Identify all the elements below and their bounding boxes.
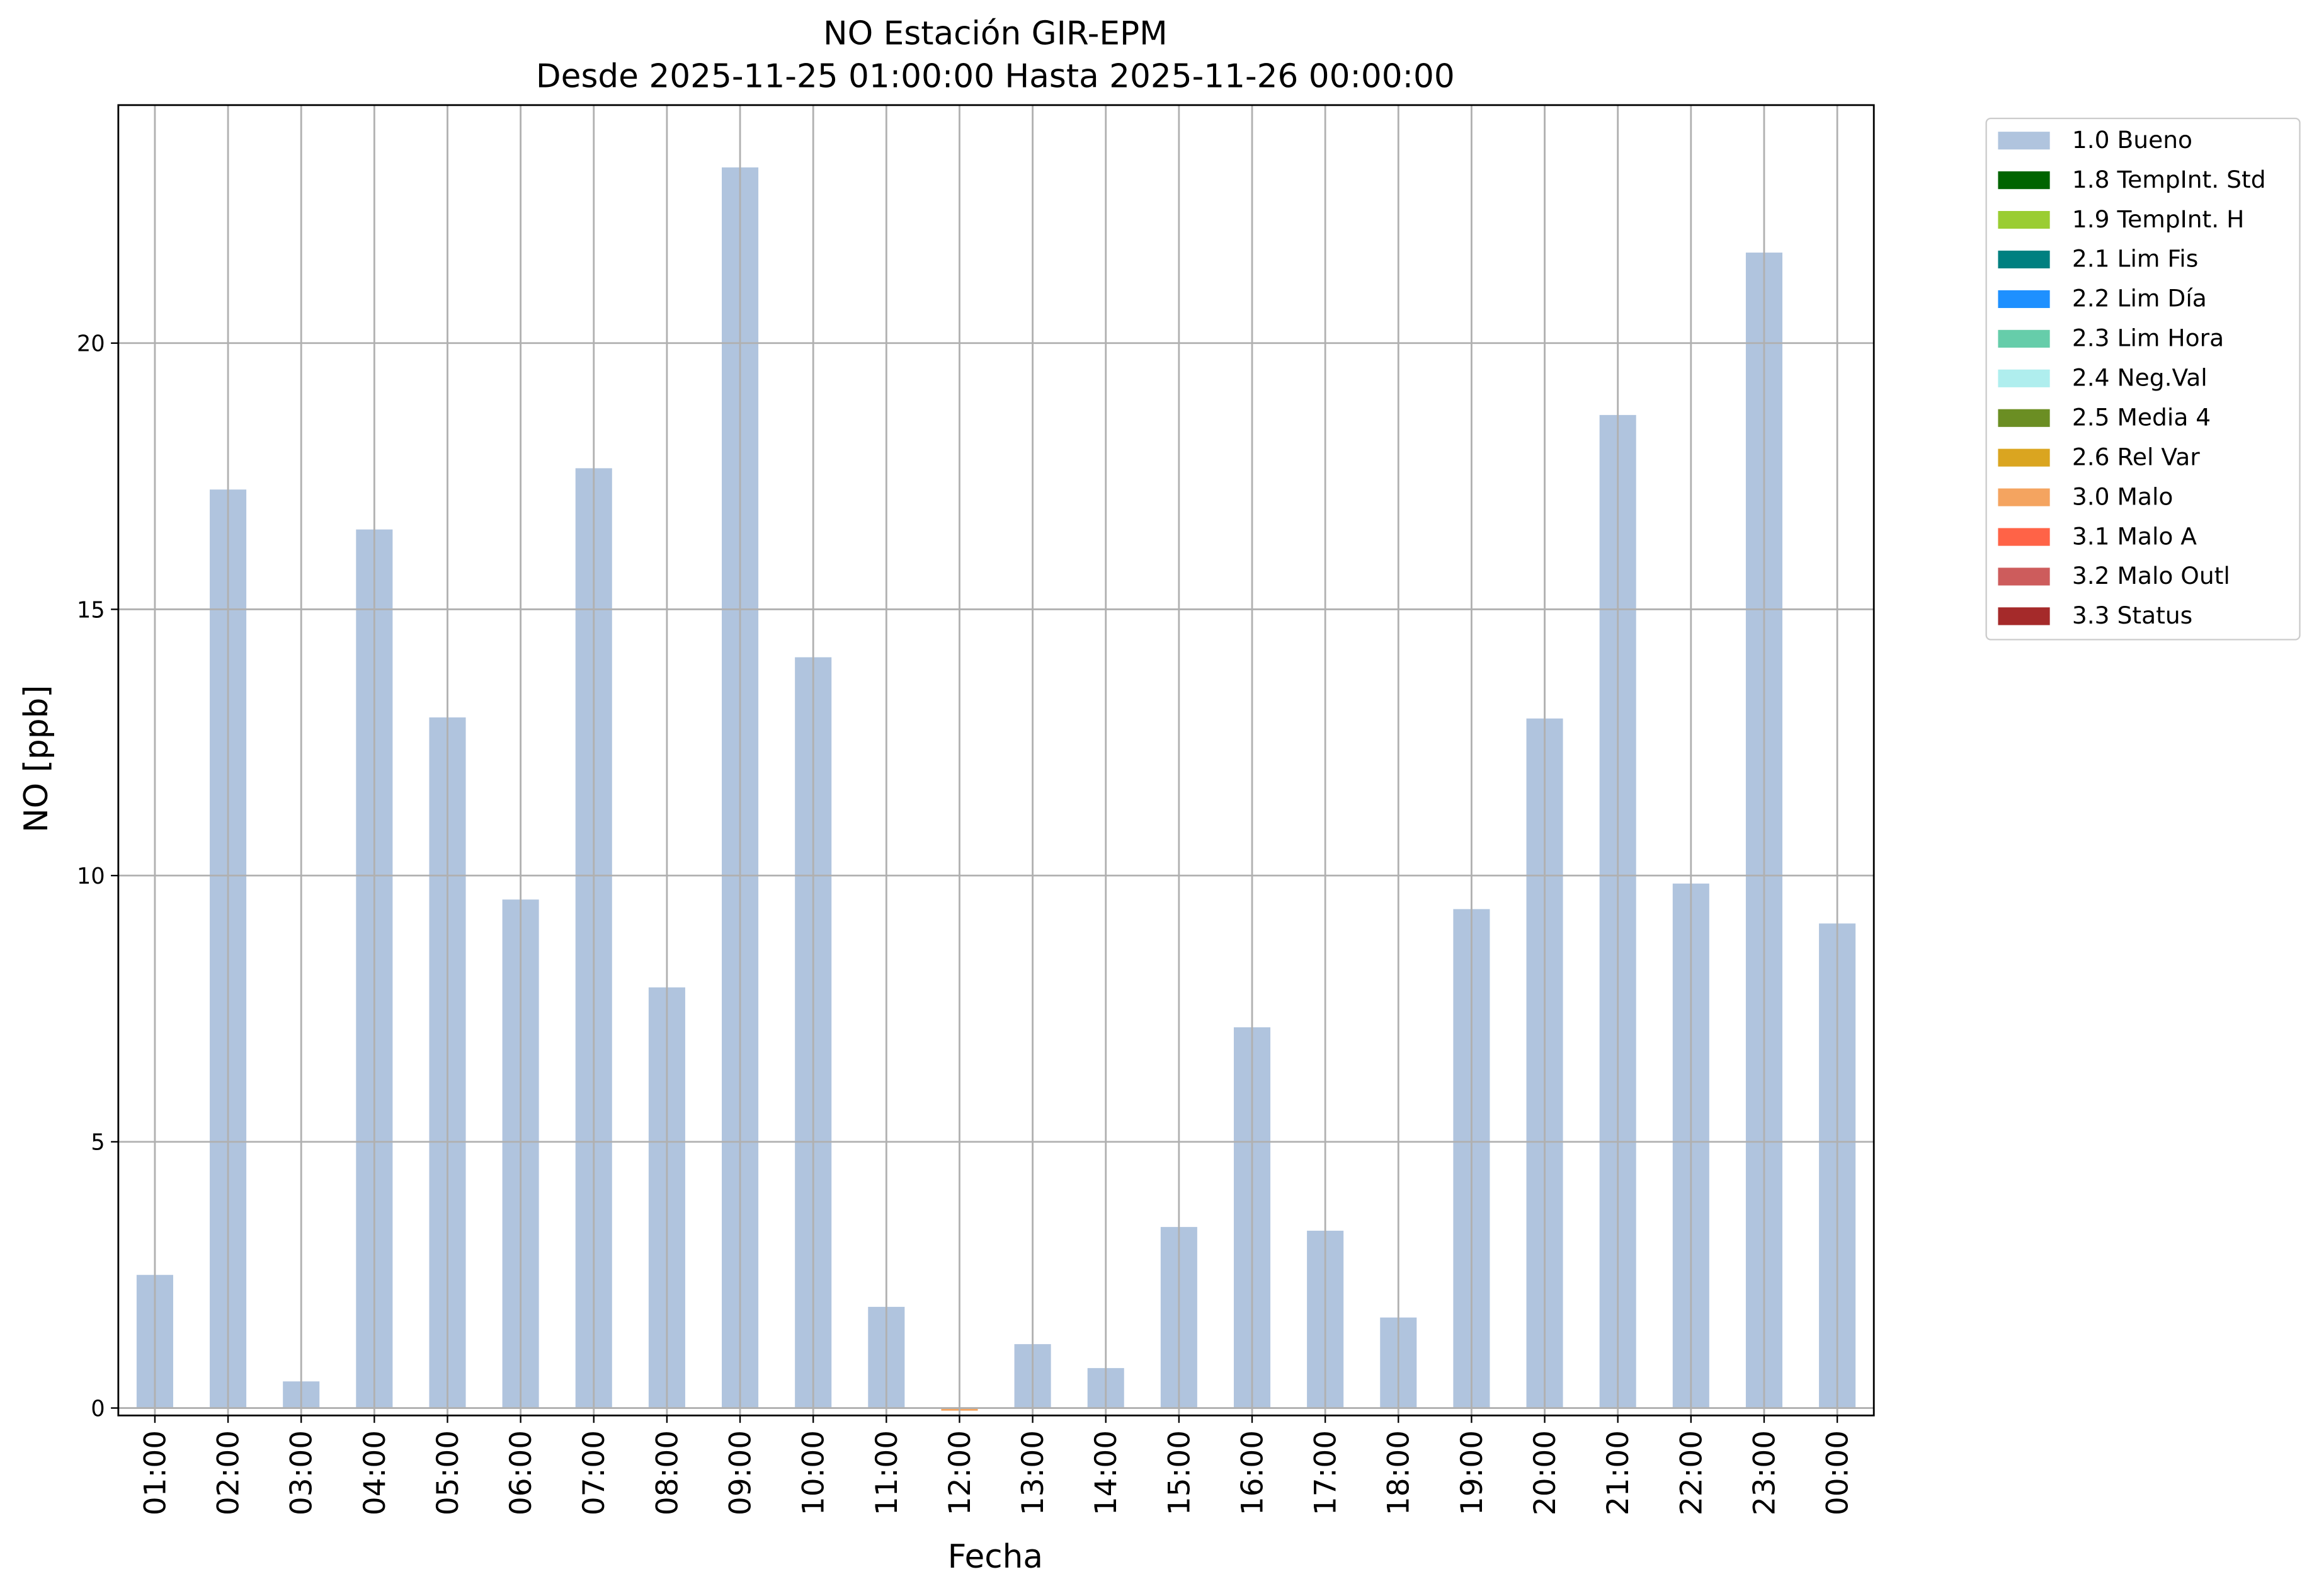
legend-label: 1.8 TempInt. Std [2072,166,2266,193]
x-tick-label: 00:00 [1821,1430,1855,1515]
chart-subtitle: Desde 2025-11-25 01:00:00 Hasta 2025-11-… [536,58,1455,96]
legend-label: 1.9 TempInt. H [2072,205,2245,233]
x-tick-label: 04:00 [358,1430,392,1515]
x-tick-label: 17:00 [1309,1430,1343,1515]
legend-swatch [1998,607,2050,625]
legend-label: 3.1 Malo A [2072,522,2197,550]
legend-swatch [1998,567,2050,586]
legend-label: 2.4 Neg.Val [2072,364,2208,392]
x-tick-label: 10:00 [797,1430,831,1515]
x-tick-label: 03:00 [285,1430,319,1515]
x-tick-label: 18:00 [1382,1430,1416,1515]
y-tick-label: 5 [91,1130,105,1156]
legend-swatch [1998,369,2050,387]
legend-swatch [1998,329,2050,348]
x-tick-label: 22:00 [1674,1430,1709,1515]
chart-title: NO Estación GIR-EPM [823,15,1168,53]
x-tick-label: 20:00 [1528,1430,1563,1515]
legend-label: 3.2 Malo Outl [2072,562,2230,590]
x-tick-label: 13:00 [1016,1430,1051,1515]
y-tick-label: 10 [77,864,105,889]
legend-swatch [1998,210,2050,229]
legend-swatch [1998,528,2050,546]
legend-label: 2.1 Lim Fis [2072,245,2198,273]
legend-swatch [1998,409,2050,427]
legend-swatch [1998,488,2050,506]
y-tick-label: 20 [77,331,105,357]
x-tick-label: 06:00 [504,1430,538,1515]
x-tick-label: 01:00 [138,1430,173,1515]
legend-label: 2.5 Media 4 [2072,403,2211,431]
legend-label: 2.3 Lim Hora [2072,324,2224,352]
x-tick-label: 09:00 [723,1430,758,1515]
x-tick-label: 21:00 [1601,1430,1636,1515]
legend-label: 2.6 Rel Var [2072,443,2200,470]
legend-swatch [1998,448,2050,467]
x-tick-label: 14:00 [1089,1430,1124,1515]
x-tick-label: 19:00 [1455,1430,1490,1515]
legend-swatch [1998,171,2050,190]
x-tick-label: 16:00 [1235,1430,1270,1515]
x-tick-label: 02:00 [212,1430,246,1515]
y-tick-label: 15 [77,597,105,623]
legend-label: 1.0 Bueno [2072,126,2192,154]
x-tick-label: 08:00 [650,1430,685,1515]
x-tick-label: 12:00 [943,1430,977,1515]
y-axis-label: NO [ppb] [18,685,55,833]
x-axis-label: Fecha [948,1538,1043,1576]
legend-frame [1985,117,2301,641]
plot-frame [117,104,1875,1416]
x-tick-label: 11:00 [870,1430,904,1515]
x-tick-label: 23:00 [1747,1430,1782,1515]
legend-swatch [1998,132,2050,150]
legend-swatch [1998,290,2050,309]
x-tick-label: 07:00 [577,1430,612,1515]
legend-label: 3.3 Status [2072,601,2192,629]
legend-swatch [1998,250,2050,269]
legend-label: 2.2 Lim Día [2072,285,2207,312]
legend-label: 3.0 Malo [2072,482,2174,510]
x-tick-label: 05:00 [431,1430,465,1515]
x-tick-label: 15:00 [1162,1430,1197,1515]
y-tick-label: 0 [91,1396,105,1422]
